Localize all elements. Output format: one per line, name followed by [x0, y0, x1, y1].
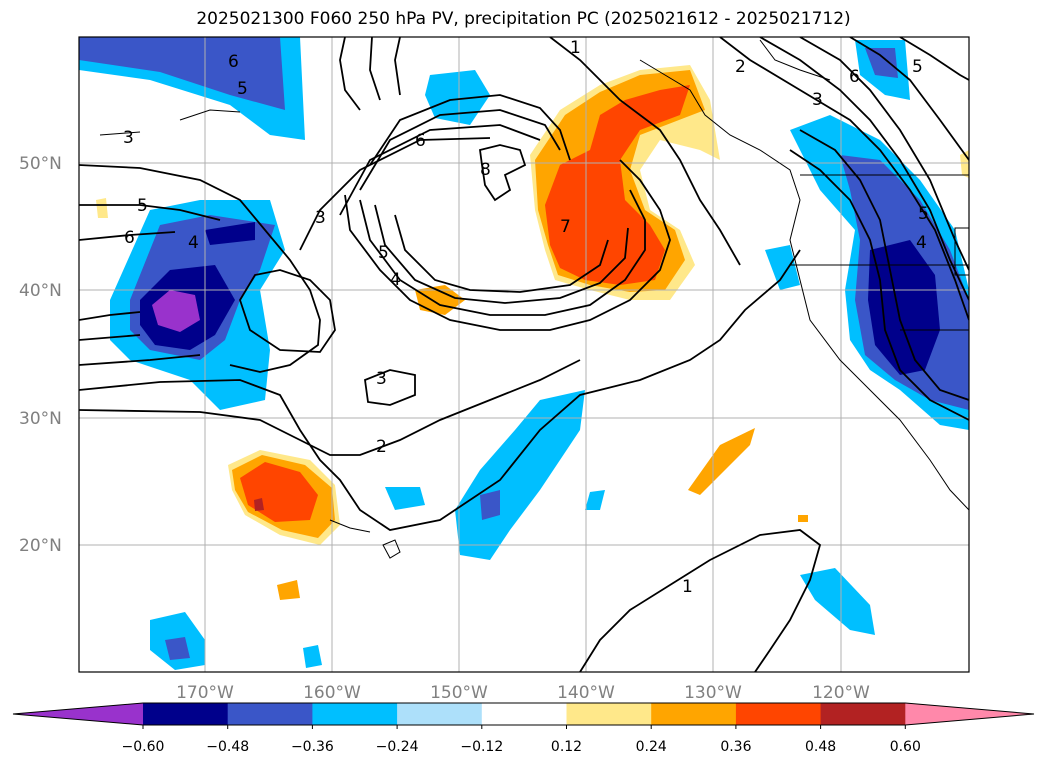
contour-label: 3 [812, 90, 823, 110]
colorbar-segment [143, 703, 229, 725]
contour-label: 5 [912, 57, 923, 77]
lat-labels: 50°N 40°N 30°N 20°N [19, 154, 62, 556]
contour-label: 3 [123, 128, 134, 148]
contour-label: 6 [228, 52, 239, 72]
shade-blob [545, 85, 690, 285]
colorbar-ticks [142, 725, 906, 729]
colorbar-segment [481, 703, 567, 725]
colorbar-tick-label: 0.48 [805, 739, 836, 755]
colorbar: −0.60 −0.48 −0.36 −0.24 −0.12 0.12 0.24 … [12, 702, 1035, 755]
shade-blob [254, 498, 264, 511]
colorbar-tick-label: −0.36 [291, 739, 334, 755]
contour-label: 2 [735, 57, 746, 77]
lon-labels: 170°W 160°W 150°W 140°W 130°W 120°W [176, 683, 870, 703]
shade-blob [425, 70, 490, 125]
contour-label: 3 [315, 208, 326, 228]
shade-blob [152, 290, 200, 332]
negative-precip-shading [79, 37, 969, 670]
lat-label: 40°N [19, 281, 62, 301]
contour-label: 5 [918, 204, 929, 224]
contour-label: 4 [188, 233, 199, 253]
lat-label: 20°N [19, 536, 62, 556]
colorbar-tick-label: 0.36 [720, 739, 751, 755]
colorbar-segment [312, 703, 398, 725]
shade-blob [79, 37, 285, 110]
map-area: 6 5 3 1 2 3 6 5 6 4 3 8 7 5 4 3 2 1 5 4 … [79, 37, 969, 672]
shade-blob [865, 48, 898, 78]
colorbar-tick-label: 0.60 [890, 739, 921, 755]
contour-label: 6 [849, 67, 860, 87]
colorbar-segment [227, 703, 313, 725]
shade-blob [96, 198, 108, 218]
contour-label: 6 [415, 131, 426, 151]
colorbar-segment [651, 703, 737, 725]
pv-contours [79, 37, 969, 672]
contour-labels: 6 5 3 1 2 3 6 5 6 4 3 8 7 5 4 3 2 1 5 4 … [123, 38, 929, 597]
map-frame [78, 36, 970, 673]
lon-label: 160°W [303, 683, 361, 703]
shade-blob [385, 487, 425, 510]
lat-label: 50°N [19, 154, 62, 174]
colorbar-extend-low [13, 703, 143, 725]
colorbar-outline [12, 702, 1035, 726]
shade-blob [585, 490, 605, 510]
contour-label: 5 [137, 196, 148, 216]
contour-label: 1 [570, 38, 581, 58]
colorbar-segment [566, 703, 652, 725]
lon-label: 150°W [430, 683, 488, 703]
colorbar-tick-label: −0.60 [122, 739, 165, 755]
shade-blob [277, 580, 300, 600]
figure-title: 2025021300 F060 250 hPa PV, precipitatio… [196, 9, 851, 29]
shade-blob [205, 222, 255, 245]
lon-label: 130°W [684, 683, 742, 703]
colorbar-tick-label: 0.12 [551, 739, 582, 755]
colorbar-tick-label: 0.24 [636, 739, 667, 755]
coastlines [99, 39, 969, 559]
shade-blob [798, 515, 808, 522]
colorbar-segments [13, 703, 1034, 725]
shade-blob [480, 490, 500, 520]
contour-label: 4 [390, 270, 401, 290]
contour-label: 3 [376, 369, 387, 389]
positive-precip-shading [96, 65, 969, 600]
lat-label: 30°N [19, 409, 62, 429]
colorbar-segment [397, 703, 483, 725]
colorbar-segment [820, 703, 906, 725]
contour-label: 5 [378, 243, 389, 263]
shade-blob [765, 245, 800, 290]
colorbar-labels: −0.60 −0.48 −0.36 −0.24 −0.12 0.12 0.24 … [122, 739, 921, 755]
lon-label: 120°W [812, 683, 870, 703]
shade-blob [868, 240, 940, 375]
shade-blob [165, 637, 190, 660]
contour-label: 7 [560, 217, 571, 237]
shade-blob [800, 568, 875, 635]
contour-label: 1 [682, 577, 693, 597]
shade-blob [688, 428, 755, 495]
contour-label: 4 [916, 233, 927, 253]
colorbar-extend-high [905, 703, 1034, 725]
contour-label: 6 [124, 228, 135, 248]
contour-label: 2 [376, 437, 387, 457]
lon-label: 170°W [176, 683, 234, 703]
contour-label: 8 [480, 160, 491, 180]
colorbar-segment [735, 703, 822, 725]
lon-label: 140°W [557, 683, 615, 703]
colorbar-tick-label: −0.24 [376, 739, 419, 755]
contour-label: 5 [237, 79, 248, 99]
colorbar-tick-label: −0.12 [460, 739, 503, 755]
colorbar-tick-label: −0.48 [206, 739, 249, 755]
shade-blob [303, 645, 322, 668]
